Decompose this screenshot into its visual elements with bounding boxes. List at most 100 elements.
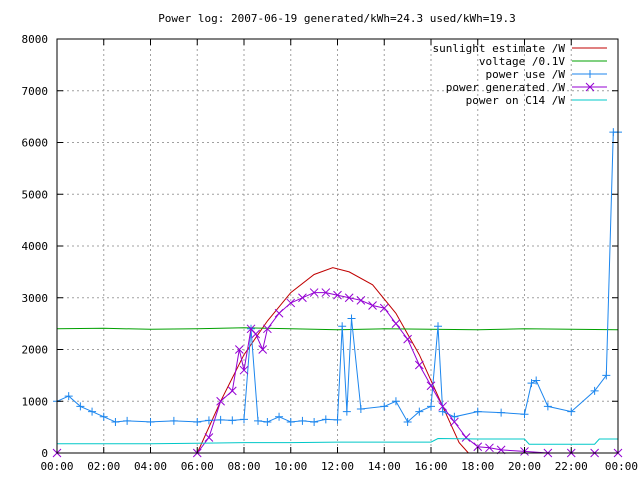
data-point xyxy=(254,416,263,425)
x-tick-label: 14:00 xyxy=(368,460,401,473)
data-point xyxy=(461,433,471,442)
data-point xyxy=(309,288,319,297)
y-tick-label: 3000 xyxy=(22,292,49,305)
data-point xyxy=(543,402,552,411)
series-line xyxy=(57,292,618,454)
y-tick-label: 1000 xyxy=(22,395,49,408)
data-point xyxy=(380,402,389,411)
data-point xyxy=(520,410,529,419)
data-point xyxy=(216,396,225,406)
series-1 xyxy=(56,327,619,331)
series-4 xyxy=(57,437,618,445)
data-point xyxy=(193,417,202,426)
data-point xyxy=(286,417,295,426)
data-point xyxy=(321,415,330,424)
data-point xyxy=(251,329,261,339)
data-point xyxy=(473,442,483,452)
x-tick-label: 22:00 xyxy=(555,460,588,473)
legend-label: power on C14 /W xyxy=(466,94,566,107)
data-point xyxy=(76,402,85,411)
y-tick-label: 2000 xyxy=(22,344,49,357)
data-point xyxy=(427,402,435,411)
x-tick-label: 10:00 xyxy=(274,460,307,473)
data-point xyxy=(88,407,97,416)
data-point xyxy=(590,386,599,395)
series-line xyxy=(57,437,618,445)
data-point xyxy=(415,407,424,416)
x-tick-label: 20:00 xyxy=(508,460,541,473)
data-point xyxy=(333,415,342,424)
data-point xyxy=(286,298,296,308)
data-point xyxy=(258,345,268,354)
data-point xyxy=(338,322,347,331)
data-point xyxy=(310,417,319,426)
x-tick-label: 18:00 xyxy=(461,460,494,473)
data-point xyxy=(64,392,73,401)
data-point xyxy=(403,417,412,426)
data-point xyxy=(379,303,389,313)
data-point xyxy=(239,365,249,375)
data-point xyxy=(321,288,331,297)
x-tick-label: 16:00 xyxy=(414,460,447,473)
data-point xyxy=(347,314,356,323)
data-point xyxy=(426,381,436,391)
data-point xyxy=(567,407,576,416)
x-tick-label: 06:00 xyxy=(181,460,214,473)
data-point xyxy=(527,379,536,388)
data-point xyxy=(240,415,248,424)
data-point xyxy=(275,412,284,421)
data-point xyxy=(298,416,307,425)
data-point xyxy=(438,402,448,411)
data-point xyxy=(602,371,611,380)
data-point xyxy=(228,416,237,425)
x-tick-label: 08:00 xyxy=(227,460,260,473)
chart-title: Power log: 2007-06-19 generated/kWh=24.3… xyxy=(158,12,516,25)
data-point xyxy=(403,334,412,344)
data-point xyxy=(111,417,120,426)
legend-label: power use /W xyxy=(486,68,566,81)
data-point xyxy=(274,308,284,318)
data-point xyxy=(169,416,178,425)
data-point xyxy=(532,376,541,385)
x-tick-label: 00:00 xyxy=(40,460,73,473)
data-point xyxy=(333,290,342,300)
data-point xyxy=(298,293,307,303)
series-layer xyxy=(52,128,623,458)
data-point xyxy=(342,407,351,416)
x-tick-label: 00:00 xyxy=(605,460,638,473)
data-point xyxy=(146,417,155,426)
data-point xyxy=(438,407,447,416)
data-point xyxy=(485,443,494,453)
data-point xyxy=(356,295,366,305)
y-tick-label: 8000 xyxy=(22,33,49,46)
y-tick-label: 4000 xyxy=(22,240,49,253)
legend-marker xyxy=(586,70,594,78)
data-point xyxy=(227,386,237,396)
data-point xyxy=(391,319,401,328)
x-tick-label: 12:00 xyxy=(321,460,354,473)
data-point xyxy=(434,322,443,331)
y-tick-label: 0 xyxy=(41,447,48,460)
data-point xyxy=(234,345,244,354)
data-point xyxy=(368,301,377,310)
legend-label: sunlight estimate /W xyxy=(433,42,566,55)
data-point xyxy=(216,415,225,424)
data-point xyxy=(391,397,400,406)
y-tick-label: 7000 xyxy=(22,85,49,98)
data-point xyxy=(99,412,108,421)
data-point xyxy=(123,416,132,425)
data-point xyxy=(356,405,365,414)
data-point xyxy=(473,407,482,416)
axes: 0 1000 2000 3000 4000 5000 6000 7000 8000 00:00 02… xyxy=(22,33,639,473)
data-point xyxy=(204,416,213,425)
data-point xyxy=(450,412,459,421)
y-tick-label: 6000 xyxy=(22,137,49,150)
x-tick-label: 04:00 xyxy=(134,460,167,473)
legend-label: power generated /W xyxy=(446,81,566,94)
x-tick-label: 02:00 xyxy=(87,460,120,473)
data-point xyxy=(414,360,424,370)
data-point xyxy=(344,293,354,303)
